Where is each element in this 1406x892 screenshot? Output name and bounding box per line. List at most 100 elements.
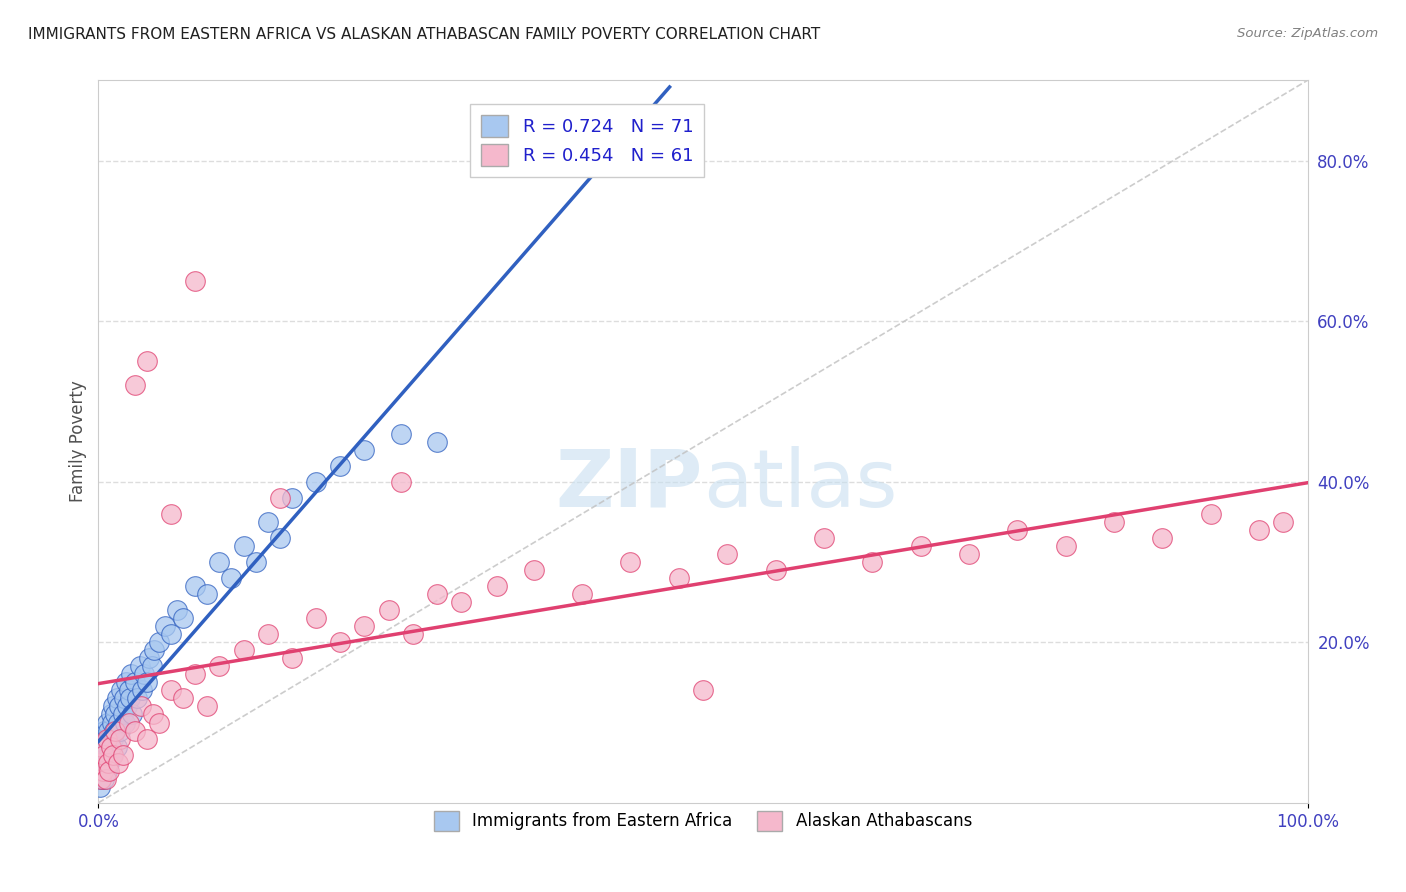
Point [135,354,157,368]
Point [571,587,593,601]
Point [135,675,157,690]
Point [98,764,121,778]
Point [118,715,141,730]
Point [765,563,787,577]
Point [124,378,146,392]
Point [93,723,115,738]
Point [100,715,122,730]
Point [208,555,231,569]
Point [329,635,352,649]
Point [148,715,170,730]
Point [104,723,127,738]
Point [1199,507,1222,521]
Point [108,699,131,714]
Point [91,739,114,754]
Point [305,611,328,625]
Point [107,715,129,730]
Point [131,683,153,698]
Point [910,539,932,553]
Point [90,772,112,786]
Point [90,747,112,762]
Point [813,531,835,545]
Text: IMMIGRANTS FROM EASTERN AFRICA VS ALASKAN ATHABASCAN FAMILY POVERTY CORRELATION : IMMIGRANTS FROM EASTERN AFRICA VS ALASKA… [28,27,820,42]
Point [94,731,117,746]
Point [1249,523,1271,537]
Legend: Immigrants from Eastern Africa, Alaskan Athabascans: Immigrants from Eastern Africa, Alaskan … [427,805,979,838]
Point [389,475,412,489]
Point [426,587,449,601]
Point [221,571,243,585]
Point [486,579,509,593]
Point [389,426,412,441]
Point [90,772,112,786]
Point [329,458,352,473]
Point [160,507,183,521]
Point [860,555,883,569]
Point [101,731,124,746]
Point [450,595,472,609]
Point [96,731,118,746]
Point [91,731,114,746]
Point [184,579,207,593]
Point [148,635,170,649]
Point [112,691,135,706]
Point [104,707,127,722]
Point [89,764,111,778]
Point [523,563,546,577]
Point [353,619,375,633]
Point [692,683,714,698]
Point [160,627,183,641]
Point [127,691,149,706]
Point [232,643,254,657]
Point [121,707,143,722]
Point [101,699,124,714]
Point [108,723,131,738]
Point [172,611,194,625]
Point [108,731,131,746]
Point [107,756,129,770]
Point [184,667,207,681]
Point [117,699,139,714]
Point [124,723,146,738]
Point [100,747,122,762]
Point [94,756,117,770]
Point [100,739,122,754]
Point [426,434,449,449]
Point [377,603,399,617]
Point [105,739,128,754]
Point [96,764,118,778]
Y-axis label: Family Poverty: Family Poverty [69,381,87,502]
Point [160,683,183,698]
Point [142,707,165,722]
Point [716,547,738,561]
Point [402,627,425,641]
Point [93,747,115,762]
Point [93,772,115,786]
Point [100,739,122,754]
Point [232,539,254,553]
Text: atlas: atlas [703,446,897,524]
Point [184,274,207,288]
Point [103,723,125,738]
Point [208,659,231,673]
Point [256,515,278,529]
Point [957,547,980,561]
Point [668,571,690,585]
Point [1272,515,1295,529]
Point [96,739,118,754]
Point [195,587,218,601]
Point [269,531,291,545]
Point [1007,523,1029,537]
Point [1152,531,1174,545]
Point [134,667,156,681]
Point [97,747,120,762]
Point [91,739,114,754]
Point [118,683,141,698]
Point [619,555,641,569]
Point [111,747,134,762]
Text: ZIP: ZIP [555,446,703,524]
Point [91,756,114,770]
Point [97,723,120,738]
Point [143,643,166,657]
Point [96,715,118,730]
